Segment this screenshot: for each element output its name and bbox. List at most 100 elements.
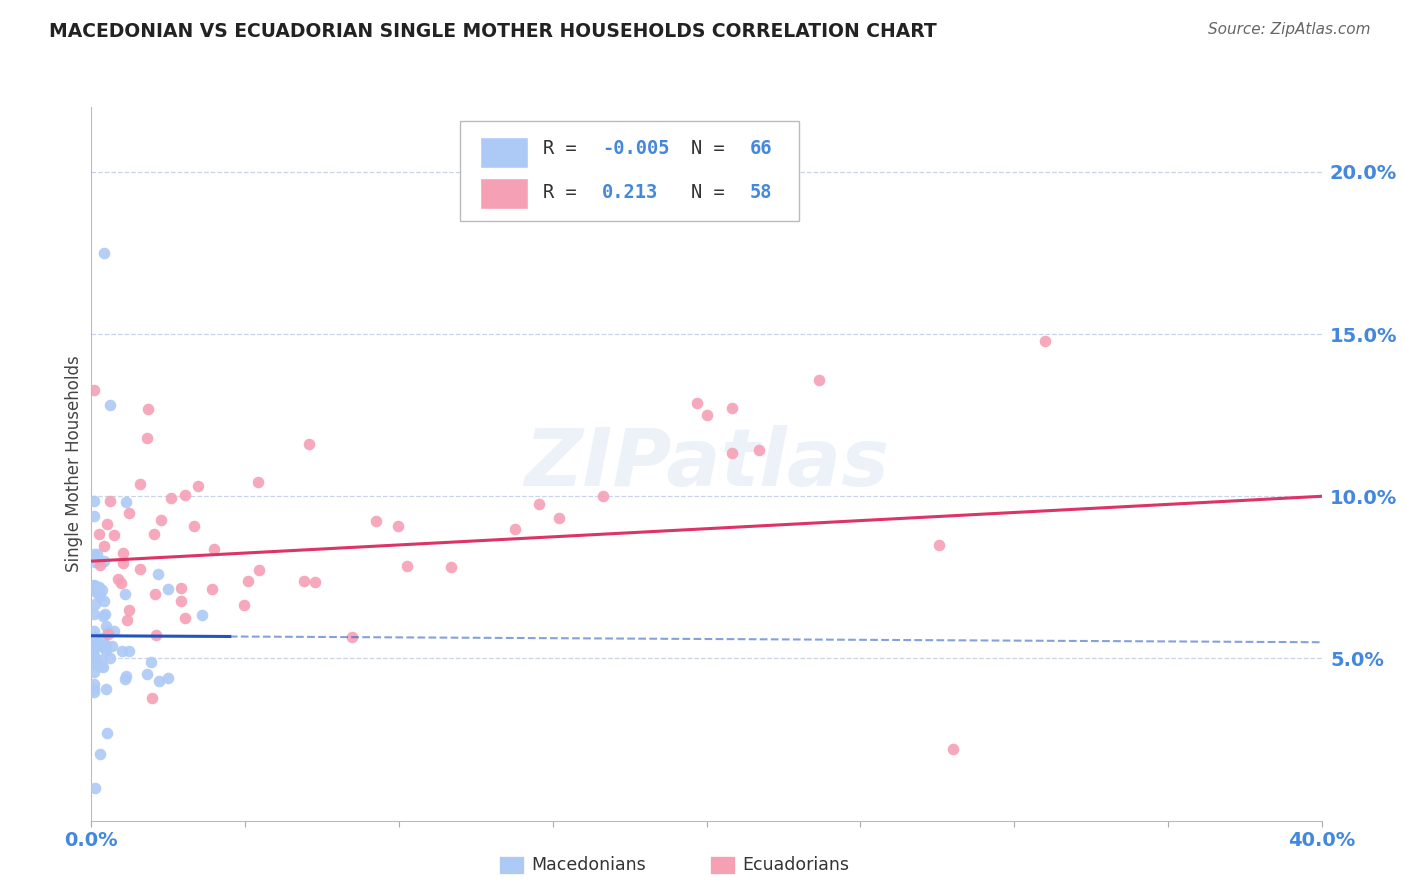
Point — [89, 639, 111, 653]
Point — [94, 607, 117, 621]
Point — [721, 446, 744, 460]
Point — [83, 578, 105, 592]
Point — [111, 644, 134, 658]
Text: 66: 66 — [749, 138, 772, 158]
Point — [83, 685, 105, 699]
Point — [527, 497, 550, 511]
Point — [547, 511, 569, 525]
Point — [90, 653, 112, 667]
Point — [83, 547, 105, 561]
Point — [90, 658, 112, 673]
Point — [187, 478, 209, 492]
Point — [91, 582, 114, 597]
FancyBboxPatch shape — [481, 179, 529, 210]
Point — [86, 586, 108, 600]
Point — [202, 541, 225, 556]
Point — [84, 597, 107, 611]
Point — [103, 624, 125, 638]
Point — [142, 527, 165, 541]
Point — [84, 781, 107, 796]
Point — [136, 402, 159, 417]
Point — [201, 582, 224, 596]
Text: N =: N = — [690, 138, 735, 158]
Point — [136, 431, 159, 445]
Point — [173, 611, 195, 625]
Point — [927, 538, 949, 552]
Point — [173, 488, 195, 502]
Point — [139, 655, 162, 669]
Point — [247, 475, 270, 489]
Point — [129, 562, 152, 576]
Point — [247, 563, 270, 577]
Point — [83, 650, 105, 665]
Point — [118, 507, 141, 521]
Point — [96, 726, 118, 740]
Point — [128, 477, 150, 491]
Point — [233, 598, 256, 612]
Point — [98, 494, 121, 508]
Point — [83, 383, 105, 397]
Point — [83, 630, 105, 644]
Point — [83, 579, 105, 593]
Point — [114, 587, 136, 601]
Y-axis label: Single Mother Households: Single Mother Households — [65, 356, 83, 572]
Text: MACEDONIAN VS ECUADORIAN SINGLE MOTHER HOUSEHOLDS CORRELATION CHART: MACEDONIAN VS ECUADORIAN SINGLE MOTHER H… — [49, 22, 936, 41]
Point — [118, 644, 141, 658]
FancyBboxPatch shape — [481, 137, 529, 168]
Point — [97, 624, 120, 639]
Point — [89, 581, 111, 595]
Point — [84, 555, 107, 569]
Point — [748, 443, 770, 458]
Point — [110, 575, 132, 590]
Point — [107, 572, 129, 586]
Point — [83, 665, 105, 679]
Point — [83, 637, 105, 651]
Point — [157, 582, 180, 596]
Point — [83, 624, 105, 638]
Point — [298, 437, 321, 451]
Point — [160, 491, 183, 505]
Point — [96, 642, 118, 657]
Point — [91, 660, 114, 674]
Point — [90, 631, 112, 645]
Point — [83, 636, 105, 650]
Point — [87, 657, 110, 672]
Point — [942, 742, 965, 756]
Point — [191, 607, 214, 622]
Point — [136, 667, 159, 681]
Point — [89, 558, 111, 572]
Point — [148, 673, 170, 688]
Point — [91, 638, 114, 652]
Point — [89, 589, 111, 603]
Point — [236, 574, 259, 588]
Text: Ecuadorians: Ecuadorians — [742, 856, 849, 874]
Point — [83, 641, 105, 656]
Point — [292, 574, 315, 588]
Point — [183, 519, 205, 533]
Point — [89, 526, 111, 541]
Point — [686, 396, 709, 410]
Point — [86, 580, 108, 594]
Point — [141, 691, 163, 706]
Point — [97, 627, 120, 641]
Point — [156, 671, 179, 685]
Point — [83, 653, 105, 667]
Point — [93, 554, 115, 568]
Point — [83, 607, 105, 622]
Point — [111, 556, 134, 570]
Point — [94, 638, 117, 652]
Point — [170, 593, 193, 607]
Point — [83, 677, 105, 691]
Point — [83, 657, 105, 672]
Point — [149, 513, 172, 527]
Text: ZIPatlas: ZIPatlas — [524, 425, 889, 503]
Point — [592, 489, 614, 503]
Point — [94, 644, 117, 658]
Point — [503, 522, 526, 536]
Point — [96, 517, 118, 532]
Point — [83, 509, 105, 524]
Text: Macedonians: Macedonians — [531, 856, 647, 874]
Point — [440, 560, 463, 574]
Point — [170, 581, 193, 595]
Text: R =: R = — [543, 183, 588, 202]
